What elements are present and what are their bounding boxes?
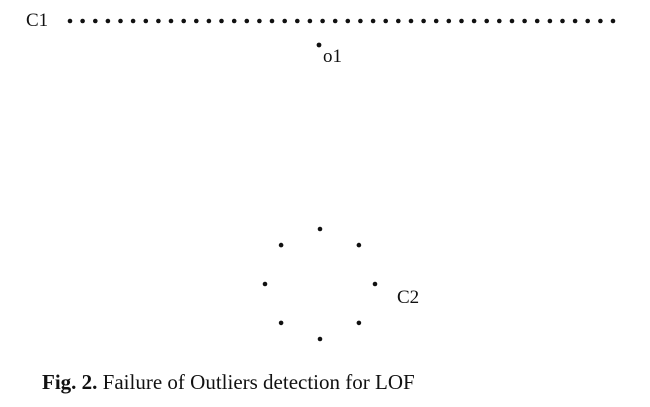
cluster1-point [446,18,452,24]
cluster1-point [471,18,477,24]
cluster2-points [262,226,378,342]
cluster1-point [105,18,111,24]
cluster1-point [408,18,414,24]
cluster1-point [497,18,502,24]
cluster1-point [118,18,123,24]
cluster1-point [345,18,351,24]
cluster1-point [206,18,212,24]
cluster1-point [307,18,313,24]
cluster2-point [278,320,284,326]
cluster1-point [156,18,161,24]
cluster1-point [269,18,275,24]
cluster1-point [459,18,464,24]
cluster1-point [257,18,262,24]
cluster1-point [433,18,439,24]
cluster1-point [560,18,565,24]
cluster1-point [370,18,376,24]
cluster2-point [356,320,362,326]
cluster1-point [320,18,325,24]
cluster1-point [219,18,224,24]
cluster2-point [317,336,323,342]
cluster1-point [130,18,136,24]
cluster1-point [244,18,250,24]
cluster1-points [67,18,616,24]
cluster1-point [598,18,603,24]
cluster1-point [547,18,553,24]
cluster1-point [484,18,490,24]
cluster1-point [396,18,401,24]
cluster1-point [143,18,149,24]
cluster1-point [282,18,288,24]
cluster1-point [231,18,237,24]
cluster2-point [278,242,284,248]
cluster1-point [93,18,98,24]
cluster1-point [534,18,540,24]
cluster1-point [522,18,527,24]
cluster1-point [67,18,73,24]
outlier-point [316,42,322,48]
cluster1-point [80,18,85,24]
cluster1-point [358,18,363,24]
cluster1-point [509,18,515,24]
cluster1-point [295,18,300,24]
cluster1-point [181,18,186,24]
cluster1-point [383,18,389,24]
outlier-label: o1 [323,46,342,67]
caption-text: Failure of Outliers detection for LOF [102,370,415,394]
cluster2-point [372,281,378,287]
cluster2-point [262,281,268,287]
cluster1-point [572,18,578,24]
cluster2-label: C2 [397,287,419,308]
cluster2-point [356,242,362,248]
cluster1-point [194,18,199,24]
cluster1-point [610,18,616,24]
cluster1-point [421,18,426,24]
cluster1-label: C1 [26,10,48,31]
caption-label: Fig. 2. [42,370,98,394]
cluster1-point [168,18,174,24]
cluster2-point [317,226,323,232]
cluster1-point [332,18,338,24]
cluster1-point [585,18,590,24]
figure-caption: Fig. 2. Failure of Outliers detection fo… [42,368,415,396]
